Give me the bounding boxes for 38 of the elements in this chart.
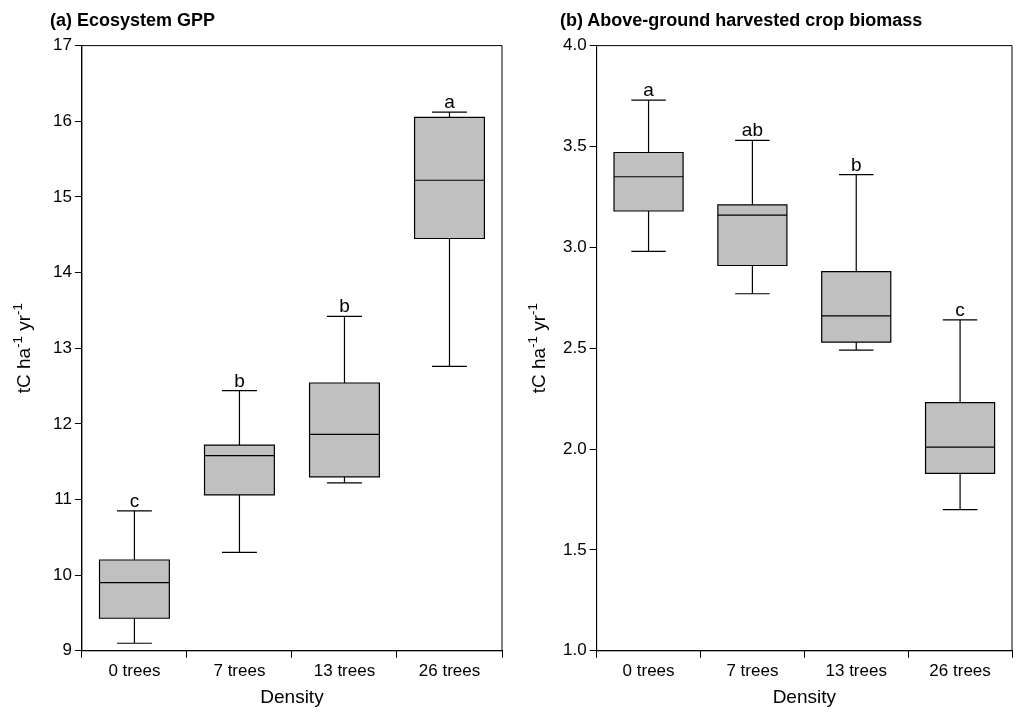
x-tick-label: 13 trees — [313, 660, 376, 680]
chart-title: (a) Ecosystem GPP — [50, 9, 216, 30]
x-tick-label: 0 trees — [622, 660, 675, 680]
x-tick-label: 0 trees — [108, 660, 161, 680]
y-axis-title: tC ha-1 yr-1 — [525, 303, 549, 394]
annotation: b — [850, 153, 862, 175]
annotation: ab — [741, 119, 763, 141]
y-tick-label: 10 — [52, 564, 72, 584]
x-tick-label: 7 trees — [726, 660, 779, 680]
y-tick-label: 11 — [54, 489, 72, 509]
x-tick-label: 26 trees — [418, 660, 481, 680]
annotation: c — [955, 298, 965, 320]
y-tick-label: 12 — [52, 413, 72, 433]
x-tick-label: 26 trees — [929, 660, 991, 680]
x-tick-label: 13 trees — [825, 660, 887, 680]
y-tick-label: 15 — [52, 186, 72, 206]
y-tick-label: 1.0 — [562, 640, 587, 660]
annotation: b — [339, 295, 350, 317]
y-tick-label: 16 — [52, 110, 72, 130]
x-axis-title: Density — [772, 685, 837, 707]
x-tick-label: 7 trees — [213, 660, 266, 680]
y-tick-label: 14 — [52, 262, 72, 282]
y-tick-label: 2.5 — [562, 337, 587, 357]
annotation: a — [444, 91, 456, 113]
y-tick-label: 1.5 — [562, 539, 587, 559]
y-tick-label: 2.0 — [562, 438, 587, 458]
y-tick-label: 17 — [52, 35, 72, 55]
y-tick-label: 3.0 — [562, 237, 587, 257]
y-axis-title: tC ha-1 yr-1 — [10, 303, 34, 394]
y-tick-label: 3.5 — [562, 136, 587, 156]
y-tick-label: 9 — [62, 640, 72, 660]
x-axis-title: Density — [260, 685, 325, 707]
annotation: b — [234, 369, 245, 391]
annotation: a — [643, 79, 655, 101]
y-tick-label: 4.0 — [562, 35, 587, 55]
annotation: c — [129, 489, 140, 511]
y-tick-label: 13 — [52, 337, 72, 357]
chart-title: (b) Above-ground harvested crop biomass — [560, 9, 923, 30]
